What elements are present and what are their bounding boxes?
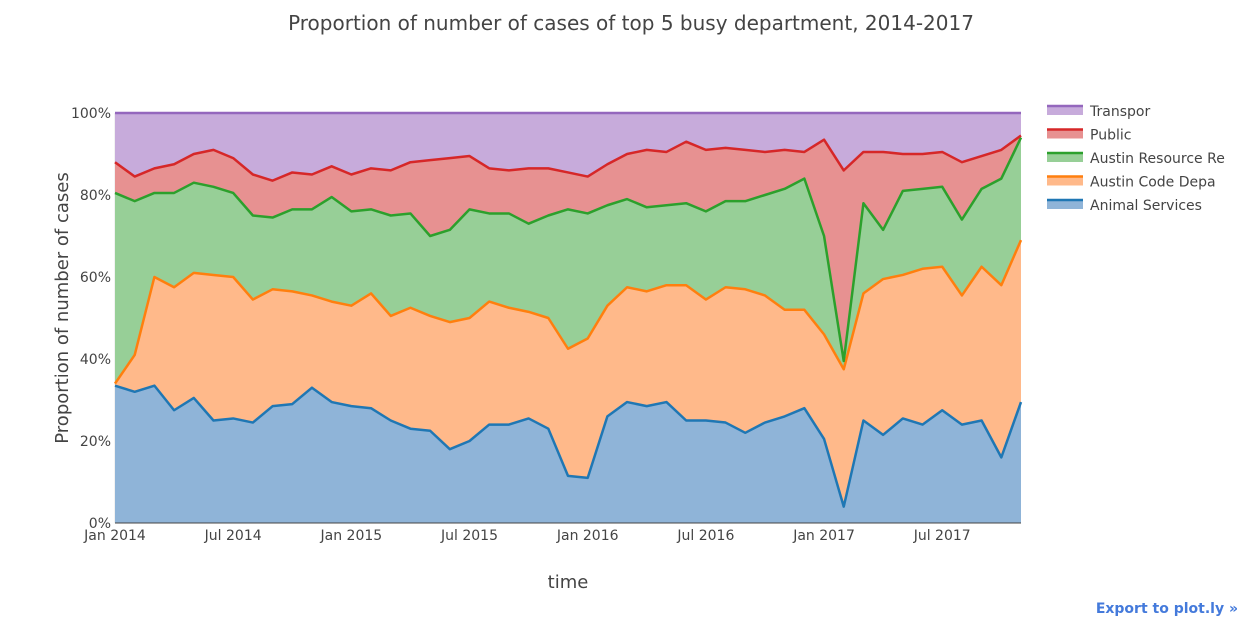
y-tick-label: 60% xyxy=(80,270,111,286)
area-fills xyxy=(115,113,1021,523)
x-tick-label: Jul 2017 xyxy=(913,528,971,544)
legend-item-public[interactable]: Public xyxy=(1047,128,1131,144)
legend-item-animal-services[interactable]: Animal Services xyxy=(1047,198,1202,214)
legend-label: Austin Code Depa xyxy=(1090,175,1216,191)
legend[interactable]: Transpor Public Austin Resource Re Austin C… xyxy=(1047,104,1225,214)
area-austin-code-depa[interactable] xyxy=(115,240,1021,507)
legend-item-austin-resource-re[interactable]: Austin Resource Re xyxy=(1047,151,1225,167)
area-public[interactable] xyxy=(115,135,1021,362)
x-tick-label: Jul 2016 xyxy=(676,528,734,544)
y-tick-label: 80% xyxy=(80,188,111,204)
x-tick-label: Jan 2014 xyxy=(83,528,146,544)
legend-swatch xyxy=(1047,105,1083,115)
x-axis-ticks: Jan 2014 Jul 2014 Jan 2015 Jul 2015 Jan 2016… xyxy=(83,528,971,544)
y-axis-title: Proportion of number of cases xyxy=(52,172,73,443)
area-transpor[interactable] xyxy=(115,113,1021,181)
y-tick-label: 100% xyxy=(71,106,111,122)
y-tick-label: 0% xyxy=(89,516,111,532)
x-tick-label: Jan 2016 xyxy=(556,528,619,544)
x-tick-label: Jan 2015 xyxy=(320,528,383,544)
legend-label: Austin Resource Re xyxy=(1090,151,1225,167)
legend-swatch xyxy=(1047,175,1083,186)
legend-item-transpor[interactable]: Transpor xyxy=(1047,104,1150,120)
y-tick-label: 20% xyxy=(80,434,111,450)
legend-swatch xyxy=(1047,199,1083,209)
line-austin-resource-re xyxy=(114,137,1023,363)
x-tick-label: Jul 2014 xyxy=(204,528,262,544)
line-public xyxy=(114,134,1022,182)
y-axis-ticks: 0% 20% 40% 60% 80% 100% xyxy=(71,106,111,532)
line-animal-services xyxy=(114,384,1023,508)
x-tick-label: Jan 2017 xyxy=(792,528,855,544)
legend-swatch xyxy=(1047,128,1083,139)
export-to-plotly-link[interactable]: Export to plot.ly » xyxy=(1095,601,1238,617)
legend-item-austin-code-depa[interactable]: Austin Code Depa xyxy=(1047,175,1216,191)
x-axis-title: time xyxy=(548,572,589,593)
line-austin-code-depa xyxy=(113,239,1023,385)
series-lines xyxy=(113,111,1023,524)
x-tick-label: Jul 2015 xyxy=(440,528,498,544)
y-tick-label: 40% xyxy=(80,352,111,368)
legend-label: Public xyxy=(1090,128,1131,144)
area-animal-services[interactable] xyxy=(115,385,1021,523)
chart-title: Proportion of number of cases of top 5 b… xyxy=(288,11,974,35)
legend-swatch xyxy=(1047,152,1083,162)
legend-label: Transpor xyxy=(1089,104,1150,120)
area-austin-resource-re[interactable] xyxy=(115,137,1021,384)
legend-label: Animal Services xyxy=(1090,198,1202,214)
